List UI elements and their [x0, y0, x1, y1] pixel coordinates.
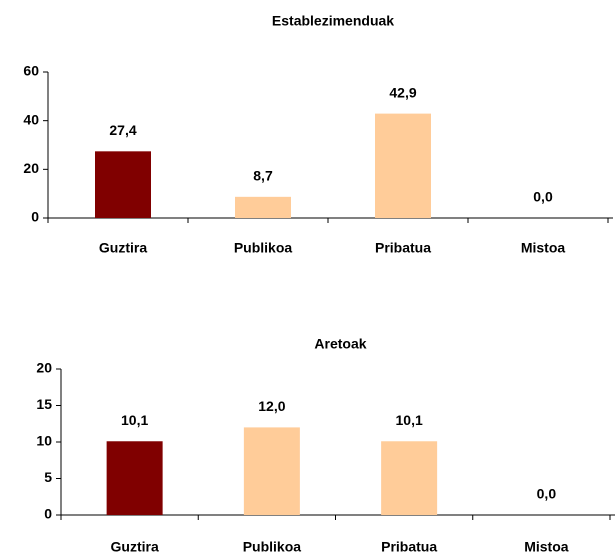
y-tick-label: 15 — [36, 396, 52, 412]
chart-title: Aretoak — [314, 336, 366, 352]
value-label: 0,0 — [537, 486, 557, 502]
bar — [381, 441, 438, 515]
x-tick-label: Mistoa — [524, 539, 569, 554]
y-tick-label: 0 — [31, 209, 39, 225]
y-tick-label: 10 — [36, 433, 52, 449]
x-tick-label: Guztira — [111, 539, 159, 554]
x-tick-label: Mistoa — [521, 240, 566, 256]
x-tick-label: Publikoa — [243, 539, 302, 554]
chart-title: Establezimenduak — [272, 13, 394, 29]
value-label: 10,1 — [121, 412, 148, 428]
x-tick-label: Pribatua — [375, 240, 431, 256]
y-tick-label: 60 — [23, 63, 39, 79]
y-tick-label: 40 — [23, 111, 39, 127]
value-label: 8,7 — [253, 168, 273, 184]
value-label: 10,1 — [396, 412, 423, 428]
y-tick-label: 5 — [44, 469, 52, 485]
y-tick-label: 20 — [36, 360, 52, 376]
value-label: 42,9 — [389, 84, 416, 100]
x-tick-label: Pribatua — [381, 539, 437, 554]
bar — [235, 196, 291, 218]
bar — [106, 441, 163, 515]
bar — [95, 151, 151, 218]
value-label: 12,0 — [258, 398, 285, 414]
x-tick-label: Guztira — [99, 240, 147, 256]
x-tick-label: Publikoa — [234, 240, 293, 256]
value-label: 0,0 — [533, 189, 553, 205]
bar — [243, 427, 300, 515]
y-tick-label: 20 — [23, 160, 39, 176]
bar — [375, 113, 431, 218]
y-tick-label: 0 — [44, 506, 52, 522]
value-label: 27,4 — [109, 122, 136, 138]
